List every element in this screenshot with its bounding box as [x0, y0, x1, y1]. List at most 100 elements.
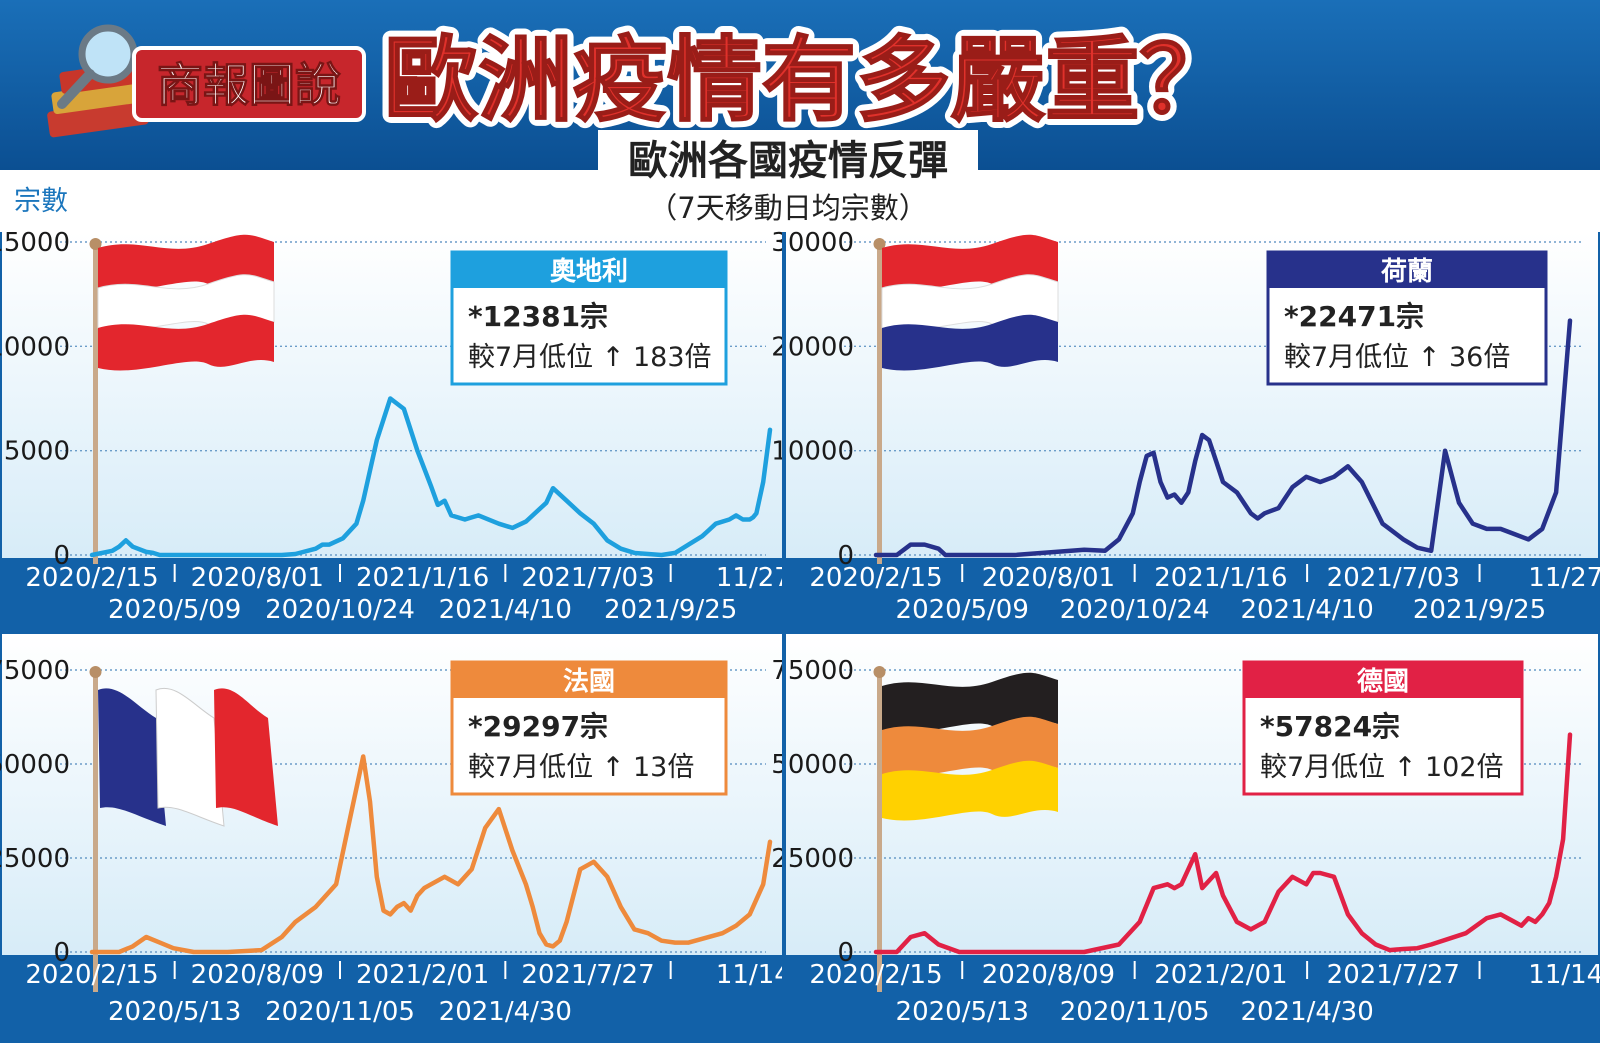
flag-pole-shaft	[93, 672, 98, 992]
series-line-austria	[89, 396, 773, 558]
flag-pole-shaft	[877, 244, 882, 564]
flag-stripe	[98, 314, 274, 371]
legend-value: *29297宗	[468, 710, 608, 743]
badge: 商報圖說	[132, 46, 366, 122]
x-tick-label-top: 2020/8/09	[982, 960, 1115, 990]
y-tick-label: 15000	[0, 228, 70, 258]
x-tick-label-top: 2020/2/15	[25, 960, 158, 990]
x-tick-label-top: 2020/2/15	[809, 563, 942, 593]
x-tick-label-bottom: 2020/10/24	[265, 595, 415, 625]
y-tick-label: 0	[53, 938, 70, 968]
flag-pole-icon	[89, 666, 102, 992]
x-tick-label-top: 2021/7/03	[521, 563, 654, 593]
subtitle: 歐洲各國疫情反彈	[628, 138, 948, 184]
at-flag-icon	[97, 234, 275, 371]
legend-value: *57824宗	[1260, 710, 1400, 743]
fr-flag-icon	[98, 687, 278, 827]
y-tick-label: 0	[53, 541, 70, 571]
headline-outline: 歐洲疫情有多嚴重？	[384, 27, 1234, 134]
x-tick-label-bottom: 2020/11/05	[1060, 997, 1210, 1027]
x-tick-label-top: 11/14	[716, 960, 791, 990]
badge-text: 商報圖說	[157, 58, 341, 112]
x-tick-label-bottom: 2021/4/30	[1240, 997, 1373, 1027]
column-divider	[782, 232, 786, 1030]
flag-stripe	[98, 234, 274, 291]
flag-stripe	[882, 234, 1058, 291]
x-tick-label-top: 2021/7/03	[1327, 563, 1460, 593]
y-tick-label: 50000	[0, 750, 70, 780]
x-tick-label-top: 11/27	[1528, 563, 1600, 593]
x-tick-label-bottom: 2021/4/10	[439, 595, 572, 625]
legend-value: *12381宗	[468, 300, 608, 333]
date-axis-band	[784, 955, 1600, 1030]
date-axis-band	[0, 955, 784, 1030]
legend-title-bar	[452, 252, 726, 288]
flag-stripe	[882, 314, 1058, 371]
y-tick-label: 75000	[0, 656, 70, 686]
legend-title: 奧地利	[550, 257, 628, 287]
legend-title: 德國	[1357, 667, 1409, 697]
y-tick-label: 0	[837, 541, 854, 571]
flag-pole-top	[89, 666, 102, 678]
legend-title: 法國	[563, 667, 615, 697]
x-tick-label-top: 11/14	[1528, 960, 1600, 990]
y-tick-label: 10000	[0, 332, 70, 362]
x-tick-label-top: 2020/2/15	[25, 563, 158, 593]
de-flag-icon	[882, 672, 1058, 821]
legend-compare: 較7月低位 ↑ 183倍	[468, 342, 712, 373]
flag-stripe	[98, 688, 166, 826]
flag-stripe	[882, 760, 1058, 821]
x-tick-label-top: 11/27	[716, 563, 791, 593]
x-tick-label-bottom: 2020/5/09	[108, 595, 241, 625]
x-tick-label-top: 2021/1/16	[1154, 563, 1287, 593]
x-tick-label-bottom: 2021/9/25	[1413, 595, 1546, 625]
legend-compare: 較7月低位 ↑ 102倍	[1260, 752, 1504, 783]
series-line-france	[89, 754, 773, 955]
y-tick-label: 25000	[0, 844, 70, 874]
flag-stripe	[882, 716, 1058, 777]
date-axis-band	[0, 558, 784, 628]
x-tick-label-bottom: 2021/4/10	[1240, 595, 1373, 625]
unit-label: 宗數	[14, 186, 68, 217]
x-tick-label-bottom: 2020/5/13	[896, 997, 1029, 1027]
nl-flag-icon	[881, 234, 1059, 371]
x-tick-label-top: 2021/7/27	[521, 960, 654, 990]
subtitle-note: （7天移動日均宗數）	[648, 191, 927, 225]
legend-title: 荷蘭	[1381, 257, 1433, 287]
x-tick-label-top: 2021/2/01	[356, 960, 489, 990]
x-tick-label-top: 2021/1/16	[356, 563, 489, 593]
flag-pole-shaft	[877, 672, 882, 992]
flag-stripe	[155, 687, 225, 827]
legend-compare: 較7月低位 ↑ 36倍	[1284, 342, 1510, 373]
legend-title-bar	[452, 662, 726, 698]
flag-stripe	[97, 274, 275, 331]
x-tick-label-bottom: 2020/10/24	[1060, 595, 1210, 625]
x-tick-label-bottom: 2020/5/09	[896, 595, 1029, 625]
y-tick-label: 5000	[4, 437, 70, 467]
flag-pole-top	[873, 238, 886, 250]
headline: 歐洲疫情有多嚴重？	[384, 27, 1234, 134]
chart-panel-france: 0 25000 50000 75000 2020/2/15 2020/8/09 2021/2…	[0, 634, 791, 1030]
legend-title-bar	[1244, 662, 1522, 698]
x-tick-label-bottom: 2020/11/05	[265, 997, 415, 1027]
series-line-germany	[873, 732, 1573, 955]
flag-pole-icon	[89, 238, 102, 564]
legend-compare: 較7月低位 ↑ 13倍	[468, 752, 694, 783]
x-tick-label-bottom: 2021/4/30	[439, 997, 572, 1027]
x-tick-label-bottom: 2020/5/13	[108, 997, 241, 1027]
legend-value: *22471宗	[1284, 300, 1424, 333]
y-tick-label: 0	[837, 938, 854, 968]
flag-stripe	[881, 274, 1059, 331]
flag-stripe	[214, 688, 278, 826]
date-axis-band	[784, 558, 1600, 628]
series-line-netherlands	[873, 318, 1573, 558]
flag-pole-icon	[873, 666, 886, 992]
x-tick-label-top: 2021/7/27	[1327, 960, 1460, 990]
